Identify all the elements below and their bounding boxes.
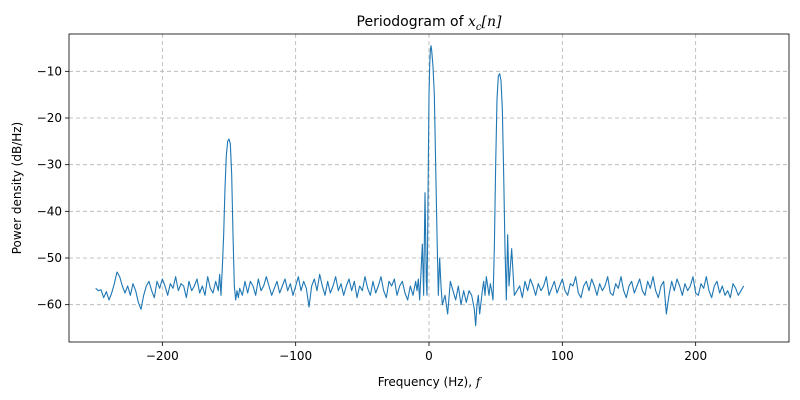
y-tick-label: −30 xyxy=(37,158,62,172)
y-axis-label: Power density (dB/Hz) xyxy=(10,122,24,255)
x-label-variable: f xyxy=(475,375,483,389)
x-tick-label: −100 xyxy=(279,349,312,363)
x-tick-label: 200 xyxy=(684,349,707,363)
x-label-prefix: Frequency (Hz), xyxy=(378,375,476,389)
y-tick-label: −10 xyxy=(37,64,62,78)
plot-frame xyxy=(68,33,790,343)
x-tick-label: −200 xyxy=(146,349,179,363)
x-tick-label: 100 xyxy=(551,349,574,363)
x-tick-label: 0 xyxy=(425,349,433,363)
title-suffix: [n] xyxy=(482,14,502,30)
series-line xyxy=(95,45,745,327)
axis-ticks: −200 −100 0 100 200 −60 −50 −40 −30 −20 −10 xyxy=(37,64,707,363)
title-prefix: Periodogram of xyxy=(357,14,468,30)
series-group xyxy=(95,45,745,327)
y-tick-label: −20 xyxy=(37,111,62,125)
y-tick-label: −40 xyxy=(37,204,62,218)
chart-title: Periodogram of xc[n] xyxy=(357,14,502,33)
title-subscript: c xyxy=(476,22,482,33)
grid-lines xyxy=(69,34,789,342)
title-variable: x xyxy=(468,14,476,30)
y-tick-label: −60 xyxy=(37,298,62,312)
x-axis-label: Frequency (Hz), f xyxy=(378,375,483,389)
y-tick-label: −50 xyxy=(37,251,62,265)
